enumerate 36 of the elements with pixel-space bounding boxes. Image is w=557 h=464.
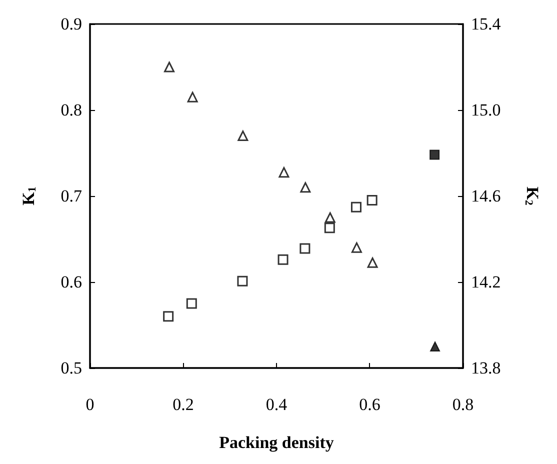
x-tick-label: 0 (86, 395, 94, 414)
y2-tick-label: 15.0 (471, 100, 501, 120)
point (300, 182, 311, 193)
x-tick-label: 0.4 (266, 395, 288, 414)
x-axis-title: Packing density (219, 433, 334, 452)
y-tick-label: 0.7 (60, 186, 82, 206)
x-tick-label: 0.8 (452, 395, 474, 414)
point (163, 311, 174, 322)
point (278, 167, 290, 178)
point (186, 298, 197, 309)
y-tick-label: 0.5 (60, 358, 82, 378)
point (367, 257, 378, 268)
point (324, 212, 336, 223)
y2-tick-label: 14.6 (471, 186, 501, 206)
y-axis-title: K1 (19, 186, 38, 206)
point (187, 92, 198, 102)
point (350, 202, 362, 212)
point (237, 276, 248, 286)
x-tick-label: 0.2 (172, 395, 194, 414)
point (324, 222, 335, 234)
point (238, 130, 248, 142)
y-tick-label: 0.9 (60, 14, 82, 34)
point (164, 62, 175, 72)
y-tick-label: 0.6 (60, 272, 82, 292)
point (300, 243, 310, 254)
y2-tick-label: 15.4 (471, 14, 502, 34)
point (351, 242, 362, 253)
point (430, 342, 440, 352)
point (366, 195, 378, 206)
point (430, 150, 440, 160)
x-tick-label: 0.6 (359, 395, 380, 414)
point (278, 254, 288, 265)
y2-tick-label: 13.8 (471, 358, 501, 378)
y2-axis-title: K2 (522, 186, 542, 206)
y2-tick-label: 14.2 (471, 272, 501, 292)
y-tick-label: 0.8 (60, 100, 82, 120)
